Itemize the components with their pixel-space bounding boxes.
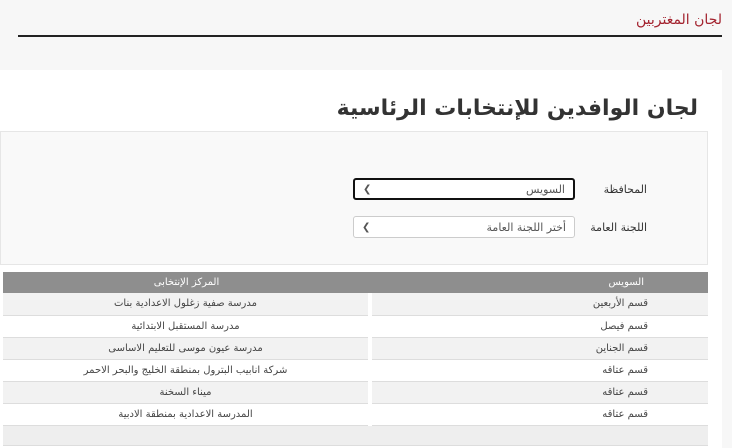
chevron-down-icon: ❯	[362, 221, 371, 233]
site-title[interactable]: لجان المغتربين	[635, 12, 722, 28]
governorate-value: السويس	[526, 182, 565, 196]
committee-value: أختر اللجنة العامة	[486, 220, 566, 234]
table-row: قسم فيصل مدرسة المستقبل الابتدائية	[3, 315, 708, 338]
main-content: لجان الوافدين للإنتخابات الرئاسية المحاف…	[0, 70, 722, 448]
table-row: قسم الأربعين مدرسة صفية زغلول الاعدادية ب…	[3, 293, 708, 316]
column-header-district: السويس	[370, 272, 708, 293]
center-cell: مدرسة عيون موسى للتعليم الاساسى	[3, 337, 370, 360]
committees-table: السويس المركز الإنتخابى قسم الأربعين مدرس…	[3, 272, 708, 426]
center-cell: شركة انابيب البترول بمنطقة الخليج والبحر…	[3, 359, 370, 382]
table-row: قسم عتاقه شركة انابيب البترول بمنطقة الخل…	[3, 359, 708, 382]
chevron-down-icon: ❯	[363, 183, 372, 195]
district-cell: قسم الجناين	[368, 337, 708, 360]
header-divider	[18, 35, 722, 37]
column-header-center: المركز الإنتخابى	[3, 272, 370, 293]
center-cell: مدرسة المستقبل الابتدائية	[3, 315, 370, 338]
governorate-select[interactable]: السويس ❯	[353, 178, 575, 200]
table-row: قسم الجناين مدرسة عيون موسى للتعليم الاسا…	[3, 337, 708, 360]
district-cell: قسم الأربعين	[368, 293, 708, 316]
district-cell: قسم عتاقه	[368, 381, 708, 404]
committee-row: اللجنة العامة أختر اللجنة العامة ❯	[353, 216, 647, 238]
governorate-label: المحافظة	[603, 182, 647, 196]
committee-select[interactable]: أختر اللجنة العامة ❯	[353, 216, 575, 238]
center-cell: ميناء السخنة	[3, 381, 370, 404]
table-footer	[3, 426, 708, 446]
district-cell: قسم عتاقه	[368, 359, 708, 382]
district-cell: قسم عتاقه	[368, 403, 708, 426]
committee-label: اللجنة العامة	[590, 220, 647, 234]
district-cell: قسم فيصل	[368, 315, 708, 338]
table-row: قسم عتاقه المدرسة الاعدادية بمنطقة الادبي…	[3, 403, 708, 426]
page-title: لجان الوافدين للإنتخابات الرئاسية	[336, 96, 698, 121]
center-cell: مدرسة صفية زغلول الاعدادية بنات	[3, 293, 370, 316]
governorate-row: المحافظة السويس ❯	[353, 178, 647, 200]
filter-panel: المحافظة السويس ❯ اللجنة العامة أختر الل…	[0, 131, 708, 265]
center-cell: المدرسة الاعدادية بمنطقة الادبية	[3, 403, 370, 426]
table-row: قسم عتاقه ميناء السخنة	[3, 381, 708, 404]
